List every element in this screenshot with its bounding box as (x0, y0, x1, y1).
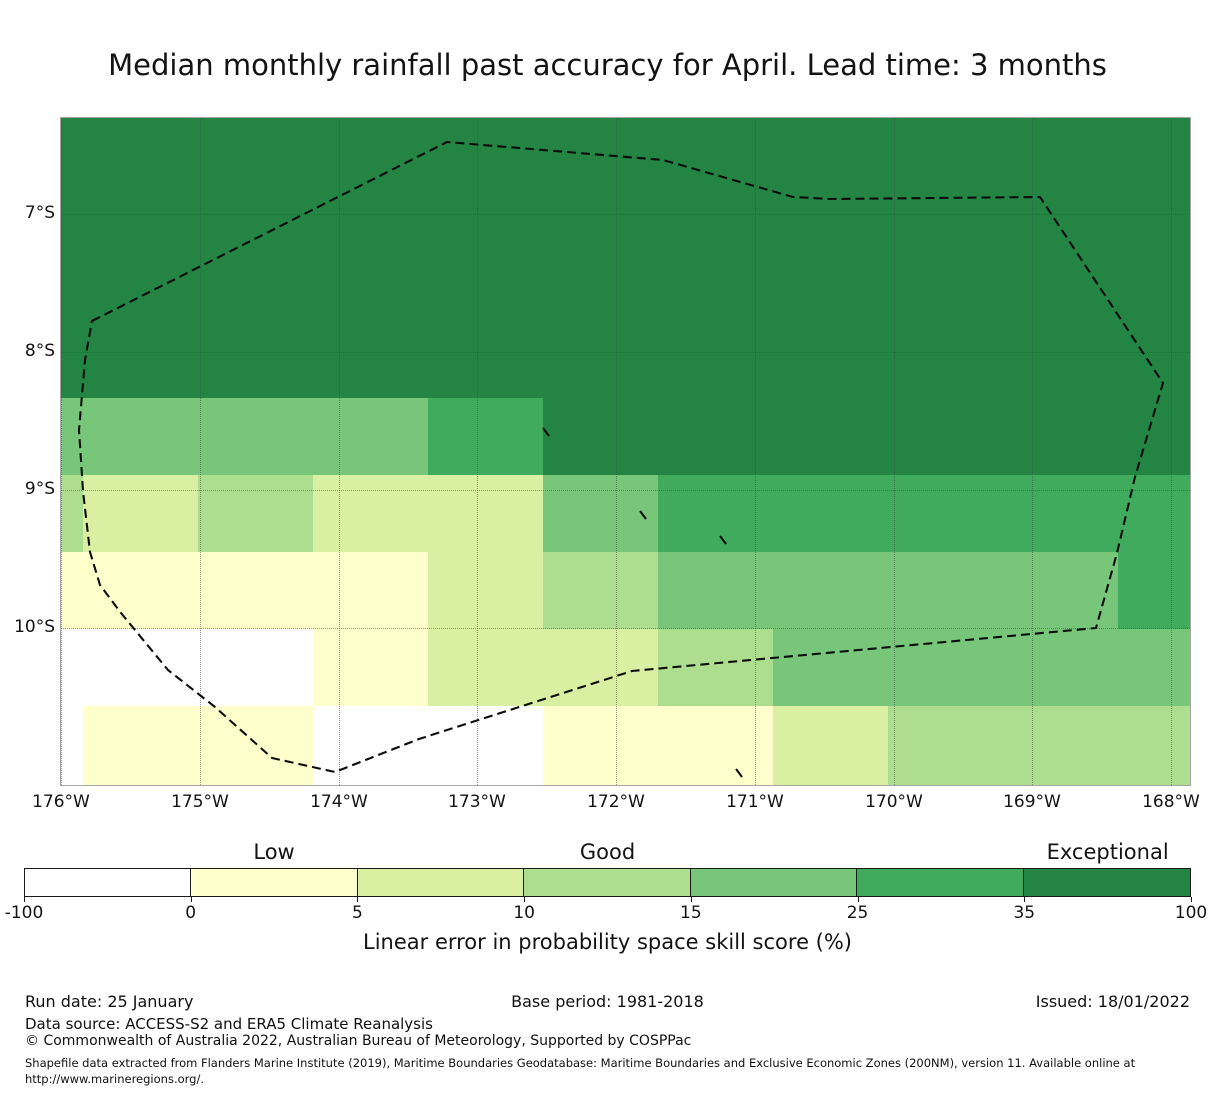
heatmap-cell (61, 398, 428, 475)
data-source-text: Data source: ACCESS-S2 and ERA5 Climate … (25, 1015, 433, 1033)
graticule-meridian (1171, 118, 1172, 785)
run-date-text: Run date: 25 January (25, 992, 194, 1011)
heatmap-cell (543, 706, 773, 785)
eez-boundary-layer (77, 140, 1165, 778)
eez-boundary-path (77, 140, 1165, 774)
graticule-meridian (200, 118, 201, 785)
colorbar-tickmark (190, 897, 192, 902)
heatmap-cell (83, 706, 313, 785)
graticule-meridian (339, 118, 340, 785)
heatmap-cell (313, 475, 543, 552)
colorbar-segment (857, 869, 1024, 896)
x-tick-label: 174°W (310, 792, 368, 812)
graticule-meridian (477, 118, 478, 785)
graticule-meridian (894, 118, 895, 785)
heatmap-cell (888, 706, 1190, 785)
colorbar-segment (191, 869, 358, 896)
issued-date-text: Issued: 18/01/2022 (1035, 992, 1190, 1011)
colorbar-tick-label: 35 (1013, 903, 1036, 923)
colorbar-tickmark (1024, 897, 1026, 902)
heatmap-cell (543, 475, 658, 552)
heatmap-cell (428, 629, 658, 706)
colorbar (24, 868, 1191, 897)
colorbar-segment (25, 869, 192, 896)
colorbar-tickmark (857, 897, 859, 902)
x-tick-label: 170°W (865, 792, 923, 812)
colorbar-tickmark (524, 897, 526, 902)
colorbar-category-label: Good (579, 840, 636, 864)
colorbar-tick-label: 10 (513, 903, 535, 923)
graticule-parallel (61, 490, 1190, 491)
heatmap-cell (773, 629, 1190, 706)
islet-mark (735, 768, 743, 778)
islet-mark (719, 535, 727, 545)
colorbar-tickmark (357, 897, 359, 902)
colorbar-axis-label: Linear error in probability space skill … (363, 930, 852, 954)
x-tick-label: 172°W (587, 792, 645, 812)
colorbar-segment (690, 869, 858, 896)
colorbar-category-label: Low (253, 840, 295, 864)
skill-heatmap (60, 117, 1191, 786)
x-tick-label: 175°W (171, 792, 229, 812)
x-tick-label: 169°W (1003, 792, 1061, 812)
colorbar-tick-label: 0 (185, 903, 197, 923)
x-tick-label: 176°W (32, 792, 90, 812)
islet-mark (542, 427, 550, 437)
colorbar-tick-label: 15 (680, 903, 702, 923)
colorbar-segment (524, 869, 691, 896)
x-tick-label: 171°W (726, 792, 784, 812)
colorbar-tick-label: 5 (352, 903, 363, 923)
heatmap-cell (61, 118, 1190, 398)
heatmap-cell (313, 706, 543, 785)
graticule-meridian (755, 118, 756, 785)
heatmap-cell (543, 398, 1190, 475)
y-tick-label: 8°S (24, 341, 55, 361)
y-tick-label: 7°S (24, 203, 55, 223)
colorbar-segment (357, 869, 525, 896)
heatmap-cell (61, 552, 428, 629)
base-period-text: Base period: 1981-2018 (511, 992, 704, 1011)
y-tick-label: 10°S (14, 617, 55, 637)
heatmap-cell (658, 475, 1190, 552)
colorbar-segment (1023, 869, 1190, 896)
x-tick-label: 168°W (1142, 792, 1200, 812)
colorbar-tickmark (1191, 897, 1192, 902)
y-tick-label: 9°S (24, 479, 55, 499)
heatmap-cell (428, 552, 543, 629)
heatmap-cell (61, 629, 313, 706)
heatmap-cell (313, 629, 428, 706)
shapefile-url-text: http://www.marineregions.org/. (25, 1072, 204, 1086)
heatmap-cell (198, 475, 313, 552)
heatmap-cell (1118, 552, 1190, 629)
graticule-parallel (61, 352, 1190, 353)
graticule-meridian (61, 118, 62, 785)
colorbar-category-label: Exceptional (1046, 840, 1169, 864)
heatmap-cell (61, 475, 83, 552)
graticule-meridian (1032, 118, 1033, 785)
heatmap-cell (773, 706, 888, 785)
colorbar-tick-label: 100 (1174, 903, 1208, 923)
heatmap-cell (83, 475, 198, 552)
graticule-meridian (616, 118, 617, 785)
graticule-parallel (61, 628, 1190, 629)
islet-mark (639, 510, 647, 520)
heatmap-cell (543, 552, 658, 629)
colorbar-tick-label: 25 (846, 903, 869, 923)
shapefile-note-text: Shapefile data extracted from Flanders M… (25, 1056, 1136, 1070)
x-tick-label: 173°W (448, 792, 506, 812)
chart-title: Median monthly rainfall past accuracy fo… (108, 48, 1107, 82)
colorbar-tickmark (690, 897, 692, 902)
heatmap-cell (61, 706, 83, 785)
heatmap-cell (658, 552, 1118, 629)
copyright-text: © Commonwealth of Australia 2022, Austra… (25, 1033, 692, 1049)
colorbar-tick-label: -100 (4, 903, 44, 923)
heatmap-cell (428, 398, 543, 475)
graticule-parallel (61, 214, 1190, 215)
colorbar-tickmark (24, 897, 25, 902)
